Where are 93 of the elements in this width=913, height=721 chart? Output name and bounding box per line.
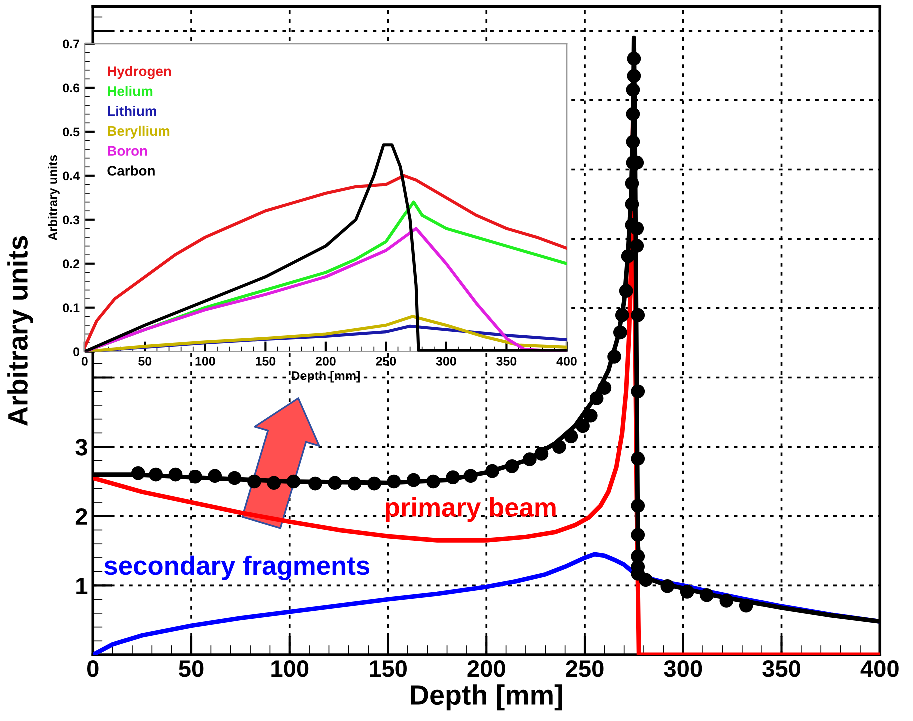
point	[505, 460, 520, 474]
x-tick-label: 200	[468, 660, 506, 678]
point	[228, 471, 242, 486]
point	[286, 474, 301, 489]
point	[368, 476, 382, 491]
point	[630, 222, 644, 236]
x-tick-label: 150	[370, 660, 407, 678]
text: Beryllium	[108, 126, 170, 139]
point	[552, 440, 566, 454]
text: Boron	[108, 146, 148, 156]
y-tick-label: 0.5	[63, 128, 80, 137]
x-tick-label: 50	[138, 357, 152, 366]
y-tick-label: 3	[76, 439, 88, 456]
y-axis-title: Arbitrary units	[8, 236, 34, 426]
x-tick-label: 400	[556, 357, 577, 366]
point	[621, 250, 636, 264]
y-tick-label: 2	[76, 508, 88, 525]
y-tick-label: 1	[76, 578, 88, 594]
point	[608, 350, 622, 364]
x-tick-label: 300	[436, 357, 456, 366]
point	[188, 470, 202, 484]
x-tick-label: 250	[376, 357, 396, 366]
x-tick-label: 400	[860, 660, 899, 678]
x-tick-label: 150	[256, 357, 276, 366]
point	[406, 473, 421, 488]
x-tick-label: 100	[196, 357, 216, 366]
point	[248, 474, 262, 489]
point	[680, 585, 694, 599]
point	[626, 135, 640, 149]
point	[534, 447, 549, 461]
x-tick-label: 300	[664, 660, 702, 678]
point	[426, 474, 440, 489]
y-tick-label: 0.3	[63, 216, 80, 225]
point	[564, 430, 578, 444]
point	[639, 573, 653, 588]
x-tick-label: 0	[87, 660, 99, 678]
point	[308, 476, 322, 491]
point	[267, 476, 282, 490]
text: Hydrogen	[108, 66, 172, 80]
point	[631, 308, 646, 322]
point	[576, 419, 590, 434]
point	[631, 499, 646, 513]
point	[328, 476, 342, 490]
x-tick-label: 250	[566, 660, 604, 678]
point	[631, 528, 646, 542]
y-axis-title: Arbitrary units	[48, 155, 60, 241]
y-tick-label: 0.4	[63, 172, 80, 181]
point	[208, 469, 222, 484]
series-label: primary beam	[386, 498, 556, 522]
y-tick-label: 0.6	[63, 84, 80, 93]
point	[625, 198, 640, 212]
x-tick-label: 200	[316, 357, 336, 366]
text: Carbon	[108, 166, 155, 176]
point	[630, 239, 644, 253]
point	[626, 107, 640, 122]
point	[627, 52, 642, 66]
point	[387, 474, 402, 489]
point	[631, 452, 646, 466]
point	[627, 69, 642, 84]
point	[486, 464, 500, 478]
y-tick-label: 0.1	[63, 304, 80, 313]
point	[584, 408, 598, 423]
text: Lithium	[108, 106, 156, 116]
point	[131, 466, 146, 480]
point	[523, 452, 537, 466]
point	[614, 326, 628, 340]
point	[739, 598, 754, 613]
point	[619, 284, 634, 298]
point	[615, 308, 630, 322]
point	[168, 468, 183, 482]
series-label: secondary fragments	[104, 556, 370, 581]
point	[598, 381, 612, 396]
y-tick-label: 0.7	[63, 40, 80, 49]
y-tick-label: 0	[74, 348, 80, 356]
point	[626, 83, 640, 97]
text: Helium	[108, 86, 153, 96]
point	[590, 392, 604, 406]
y-tick-label: 0.2	[63, 260, 80, 269]
line-series	[84, 174, 567, 349]
point	[149, 468, 163, 482]
point	[631, 384, 646, 399]
x-axis-title: Depth [mm]	[411, 684, 562, 711]
x-tick-label: 100	[272, 660, 309, 678]
point	[660, 579, 675, 594]
x-tick-label: 350	[496, 357, 517, 366]
point	[625, 176, 640, 191]
x-tick-label: 50	[179, 660, 204, 678]
point	[700, 588, 714, 602]
point	[348, 476, 362, 491]
point	[446, 470, 460, 484]
x-tick-label: 350	[762, 660, 800, 678]
point	[464, 469, 478, 484]
point	[720, 594, 734, 608]
